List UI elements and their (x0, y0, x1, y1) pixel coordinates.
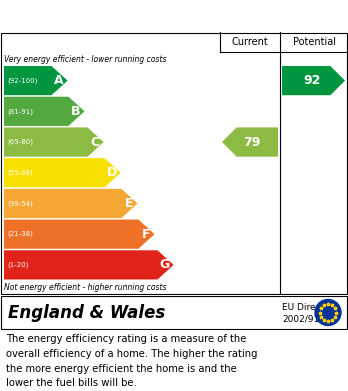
Polygon shape (4, 220, 155, 249)
Polygon shape (4, 97, 85, 126)
Text: (21-38): (21-38) (7, 231, 33, 237)
Text: 2002/91/EC: 2002/91/EC (282, 315, 334, 324)
Text: (39-54): (39-54) (7, 200, 33, 207)
Text: 92: 92 (303, 74, 321, 87)
Polygon shape (222, 127, 278, 157)
Polygon shape (4, 66, 68, 95)
Text: (1-20): (1-20) (7, 262, 29, 268)
Circle shape (315, 300, 341, 325)
Text: Not energy efficient - higher running costs: Not energy efficient - higher running co… (4, 283, 166, 292)
Polygon shape (282, 66, 345, 95)
Polygon shape (4, 189, 137, 218)
Text: B: B (71, 105, 80, 118)
Text: England & Wales: England & Wales (8, 303, 165, 321)
Polygon shape (4, 127, 104, 157)
Text: E: E (125, 197, 133, 210)
Text: Very energy efficient - lower running costs: Very energy efficient - lower running co… (4, 56, 166, 65)
Text: (92-100): (92-100) (7, 77, 37, 84)
Text: G: G (160, 258, 170, 271)
Text: Energy Efficiency Rating: Energy Efficiency Rating (8, 9, 218, 23)
Text: F: F (141, 228, 150, 241)
Text: C: C (90, 136, 100, 149)
Text: A: A (54, 74, 64, 87)
Polygon shape (4, 158, 121, 187)
Text: (55-68): (55-68) (7, 170, 33, 176)
Text: The energy efficiency rating is a measure of the
overall efficiency of a home. T: The energy efficiency rating is a measur… (6, 334, 258, 388)
Text: Potential: Potential (293, 37, 335, 47)
Text: EU Directive: EU Directive (282, 303, 338, 312)
Text: (81-91): (81-91) (7, 108, 33, 115)
Text: (69-80): (69-80) (7, 139, 33, 145)
Text: Current: Current (232, 37, 268, 47)
Polygon shape (4, 250, 174, 280)
Text: D: D (106, 166, 117, 179)
Text: 79: 79 (243, 136, 260, 149)
